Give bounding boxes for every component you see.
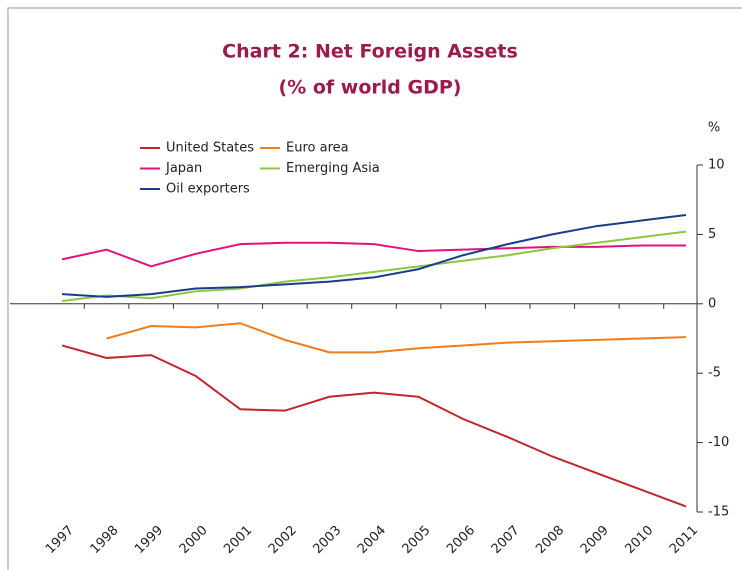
x-tick-label: 2010 <box>622 523 656 557</box>
legend-label: Japan <box>165 161 202 176</box>
series-line <box>61 230 687 303</box>
frame <box>7 7 742 570</box>
chart-subtitle: (% of world GDP) <box>279 77 462 99</box>
legend-label: Emerging Asia <box>286 161 380 176</box>
series-line <box>61 344 687 508</box>
series-line <box>61 213 687 298</box>
x-tick-label: 2011 <box>667 523 701 557</box>
y-tick-label: 5 <box>708 227 716 242</box>
y-axis-label: % <box>708 121 720 136</box>
x-tick-label: 2007 <box>489 523 523 557</box>
y-tick-label: -5 <box>708 366 721 381</box>
legend-label: Oil exporters <box>166 182 250 197</box>
legend-label: United States <box>166 141 254 156</box>
chart-title: Chart 2: Net Foreign Assets <box>222 41 518 63</box>
y-tick-label: 0 <box>708 296 716 311</box>
x-tick-label: 2000 <box>177 523 211 557</box>
y-tick-label: -10 <box>708 435 729 450</box>
x-tick-label: 2009 <box>578 523 612 557</box>
y-tick-label: -15 <box>708 505 729 520</box>
x-tick-label: 2008 <box>533 523 567 557</box>
series-line <box>106 322 687 354</box>
x-tick-label: 2003 <box>310 523 344 557</box>
series-line <box>61 241 686 268</box>
legend-label: Euro area <box>286 141 349 156</box>
x-tick-label: 2006 <box>444 523 478 557</box>
x-tick-label: 1997 <box>43 523 77 557</box>
x-tick-label: 2001 <box>221 523 255 557</box>
x-tick-label: 2005 <box>400 523 434 557</box>
x-tick-label: 1998 <box>88 523 122 557</box>
x-tick-label: 2004 <box>355 523 389 557</box>
x-tick-label: 2002 <box>266 523 300 557</box>
y-tick-label: 10 <box>708 158 725 173</box>
x-tick-label: 1999 <box>132 523 166 557</box>
